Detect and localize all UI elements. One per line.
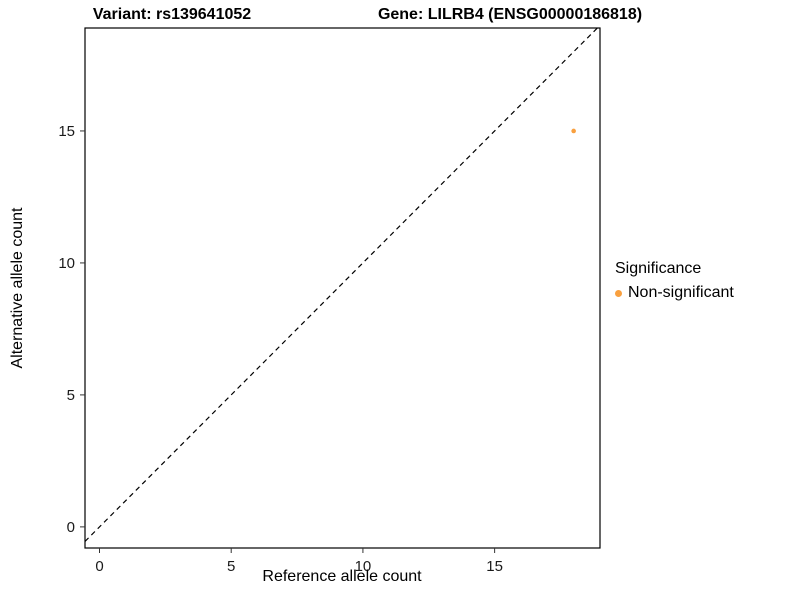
x-tick-label: 15 (486, 558, 503, 575)
y-tick-label: 15 (58, 123, 75, 140)
x-tick-label: 10 (355, 558, 372, 575)
x-tick-label: 0 (95, 558, 103, 575)
chart-title-gene: Gene: LILRB4 (ENSG00000186818) (377, 6, 643, 23)
y-tick-label: 5 (67, 387, 75, 404)
x-axis-label: Reference allele count (262, 568, 422, 585)
y-axis-label: Alternative allele count (9, 207, 26, 369)
legend: Significance Non-significant (615, 260, 734, 302)
chart-title-variant: Variant: rs139641052 (92, 6, 252, 23)
legend-title: Significance (615, 260, 702, 277)
legend-point-icon (615, 289, 622, 297)
y-tick-label: 10 (58, 255, 75, 272)
legend-entry-label: Non-significant (628, 284, 734, 301)
y-tick-label: 0 (67, 519, 75, 536)
legend-entry: Non-significant (615, 284, 734, 302)
data-point (571, 128, 576, 134)
x-tick-label: 5 (227, 558, 235, 575)
plot-panel (84, 27, 601, 549)
identity-line (84, 27, 598, 542)
